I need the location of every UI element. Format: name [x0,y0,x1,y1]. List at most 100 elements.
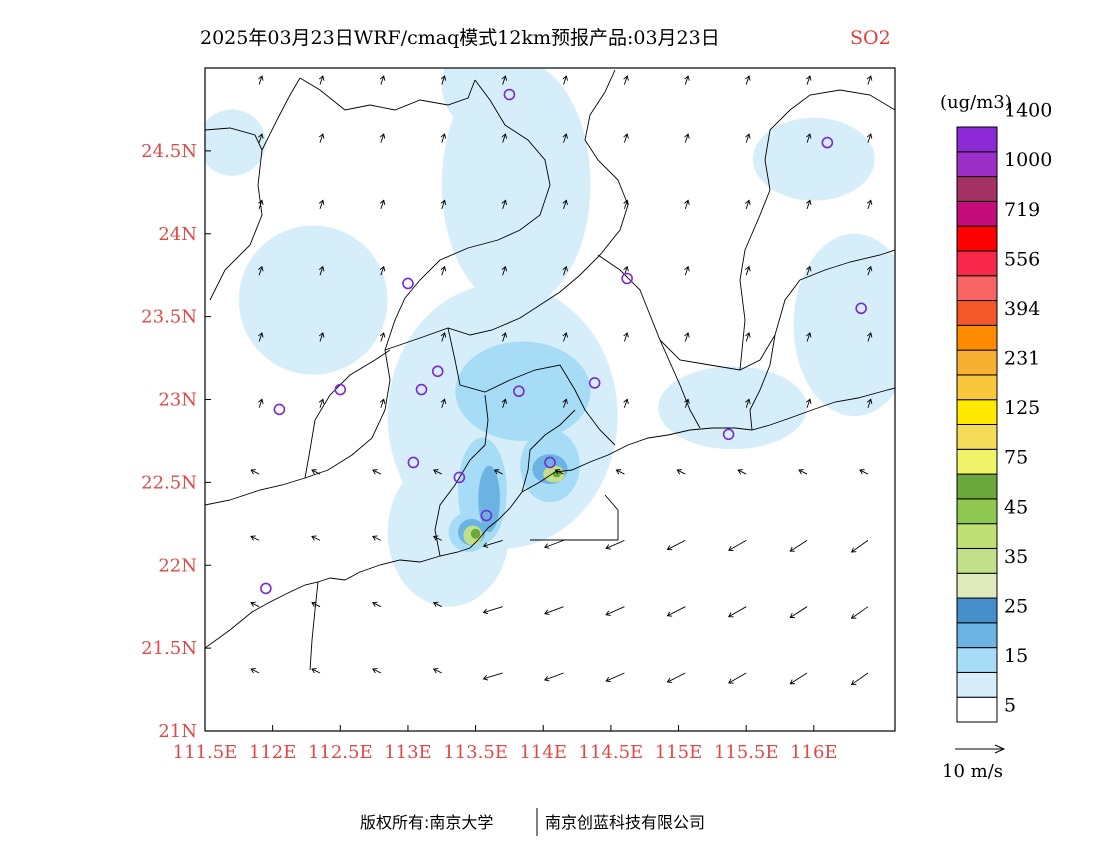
legend-swatch-10 [956,448,998,475]
wind-arrow-23 [311,535,321,541]
concentration-area-4 [793,233,895,417]
legend-swatch-2 [956,647,998,673]
wind-arrow-53 [805,398,812,408]
wind-scale-arrowhead [994,744,1006,754]
wind-arrow-18 [666,606,686,617]
legend-label-9: 556 [1004,248,1040,270]
province-border-west [209,77,301,301]
wind-arrow-84 [684,199,690,210]
wind-arrow-97 [805,133,812,143]
wind-arrow-46 [379,398,386,408]
x-tick-label-6: 114.5E [579,742,644,763]
wind-arrow-58 [440,332,447,342]
concentration-area-9 [455,341,591,441]
legend-unit: (ug/m3) [940,92,1012,113]
coastline [205,387,895,649]
station-marker-5 [431,365,444,378]
wind-arrow-80 [440,199,447,210]
legend-swatch-9 [956,473,998,500]
wind-arrow-90 [379,133,386,143]
legend-label-7: 231 [1004,348,1040,370]
legend-label-1: 15 [1004,645,1028,667]
legend-swatch-7 [956,523,998,549]
station-marker-0 [503,88,516,101]
city-border-12 [299,77,476,111]
wind-arrow-7 [666,672,686,683]
x-tick-label-4: 113.5E [443,742,508,763]
wind-arrow-66 [258,265,264,276]
wind-arrow-25 [432,535,442,541]
wind-arrow-96 [745,133,751,143]
station-marker-13 [453,471,466,484]
y-tick-label-3: 22.5N [141,472,197,493]
wind-arrow-26 [482,539,503,548]
wind-arrow-2 [372,668,382,674]
legend-swatch-4 [956,597,998,624]
wind-arrow-106 [684,75,690,85]
legend-swatch-23 [956,126,998,153]
legend-label-8: 394 [1004,298,1040,320]
wind-arrow-99 [258,75,264,85]
legend-label-2: 25 [1004,595,1028,617]
wind-arrow-34 [311,469,321,475]
city-border-2 [384,69,629,351]
concentration-area-7 [441,68,537,135]
wind-arrow-12 [311,601,321,608]
legend-swatch-1 [956,671,998,698]
legend-label-3: 35 [1004,546,1028,568]
legend-label-4: 45 [1004,496,1028,518]
station-marker-10 [273,403,286,416]
legend-label-6: 125 [1004,397,1040,419]
city-border-5 [304,349,391,479]
wind-arrow-10 [850,672,869,686]
wind-arrow-55 [258,332,264,342]
wind-arrow-70 [501,265,508,276]
wind-arrow-103 [501,75,508,85]
wind-arrow-11 [250,601,260,608]
map-title: 2025年03月23日WRF/cmaq模式12km预报产品:03月23日 [200,27,720,49]
wind-arrow-104 [562,75,568,85]
legend-label-5: 75 [1004,447,1028,469]
legend-swatch-3 [956,622,998,649]
station-marker-6 [415,383,428,396]
hk-boundary [530,494,619,541]
wind-arrow-20 [789,606,808,618]
wind-arrow-15 [482,606,503,615]
y-tick-label-2: 22N [158,555,197,576]
wind-arrow-81 [501,199,508,210]
wind-arrow-3 [432,668,442,674]
wind-arrow-27 [543,539,564,549]
wind-arrow-19 [728,606,747,618]
wind-arrow-8 [728,672,747,684]
wind-arrow-5 [543,672,564,682]
station-marker-15 [480,509,493,522]
wind-arrow-79 [379,199,386,210]
concentration-area-8 [205,109,266,176]
wind-arrow-6 [605,672,625,683]
concentration-area-18 [470,528,481,539]
wind-arrow-32 [850,540,869,553]
wind-arrow-29 [666,539,686,551]
city-border-3 [597,249,895,371]
legend-swatch-8 [956,498,998,525]
wind-arrow-61 [623,332,629,342]
wind-arrow-24 [372,535,382,541]
wind-arrow-41 [737,469,747,475]
legend-swatch-17 [956,275,998,302]
legend-label-0: 5 [1004,695,1016,717]
wind-arrow-73 [684,265,690,276]
wind-arrow-17 [605,606,625,616]
wind-arrow-0 [250,668,260,674]
legend-swatch-22 [956,151,998,178]
wind-arrow-62 [684,332,690,342]
legend-swatch-20 [956,200,998,227]
legend-swatch-12 [956,399,998,426]
concentration-area-13 [478,465,500,533]
station-marker-4 [855,302,867,315]
wind-arrow-49 [562,398,568,408]
wind-arrow-69 [440,265,447,276]
wind-arrow-95 [684,133,690,143]
wind-arrow-39 [615,469,625,475]
wind-arrow-22 [250,535,260,541]
wind-arrow-65 [866,332,873,342]
